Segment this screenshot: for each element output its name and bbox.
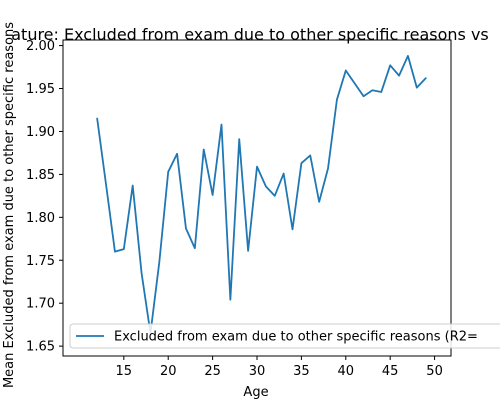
x-tick-label: 35 xyxy=(293,364,310,379)
x-tick-label: 45 xyxy=(382,364,399,379)
chart-title: ature: Excluded from exam due to other s… xyxy=(11,25,489,44)
y-tick-label: 1.95 xyxy=(26,82,55,97)
x-tick-label: 25 xyxy=(204,364,221,379)
y-axis-label: Mean Excluded from exam due to other spe… xyxy=(2,22,17,388)
y-tick-label: 1.70 xyxy=(26,297,55,312)
legend: Excluded from exam due to other specific… xyxy=(69,323,500,349)
y-tick-label: 1.80 xyxy=(26,211,55,226)
x-axis-label: Age xyxy=(243,385,268,400)
x-tick-label: 20 xyxy=(160,364,177,379)
y-tick-label: 2.00 xyxy=(26,39,55,54)
series-layer xyxy=(96,54,427,335)
y-tick-label: 1.85 xyxy=(26,168,55,183)
series-line-0 xyxy=(96,54,427,335)
y-axis-ticks: 1.65 1.70 1.75 1.80 1.85 1.90 1.95 2.00 xyxy=(26,39,63,355)
legend-box xyxy=(69,323,500,349)
x-axis-ticks: 15 20 25 30 35 40 45 50 xyxy=(116,356,443,379)
y-tick-label: 1.90 xyxy=(26,125,55,140)
y-tick-label: 1.75 xyxy=(26,254,55,269)
x-tick-label: 50 xyxy=(426,364,443,379)
plot-frame xyxy=(62,39,452,357)
legend-label: Excluded from exam due to other specific… xyxy=(114,330,478,345)
x-tick-label: 40 xyxy=(338,364,355,379)
x-tick-label: 30 xyxy=(249,364,266,379)
x-tick-label: 15 xyxy=(116,364,133,379)
y-tick-label: 1.65 xyxy=(26,340,55,355)
